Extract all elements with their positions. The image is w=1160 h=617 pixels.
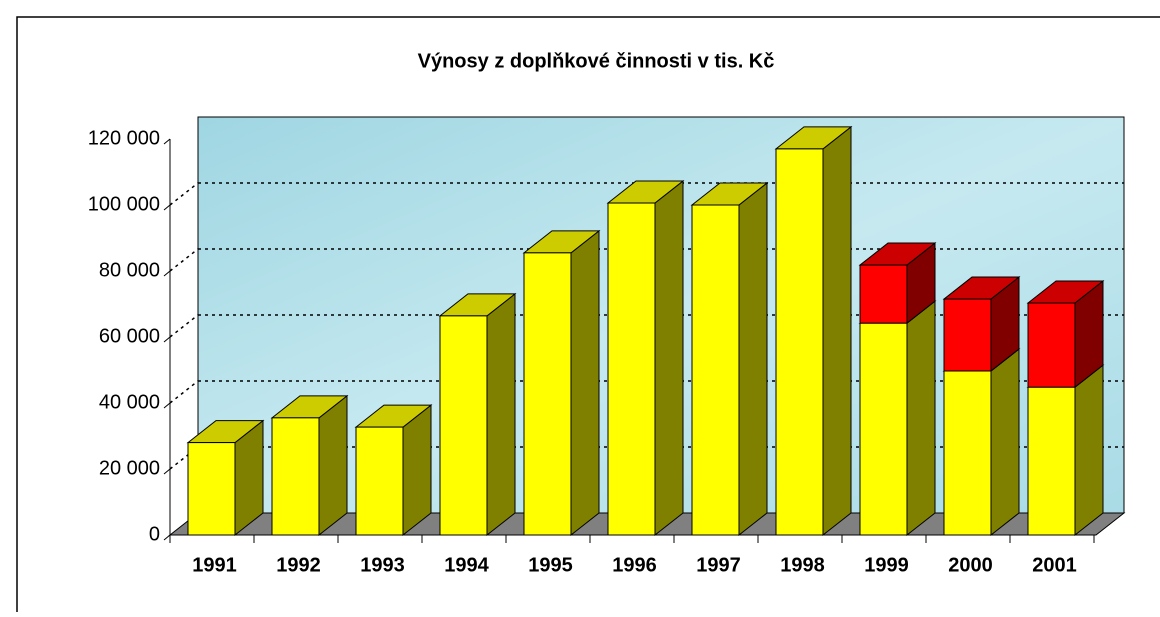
bar: [607, 202, 656, 536]
bar: [943, 370, 992, 536]
bar: [859, 322, 908, 536]
x-tick-label: 1994: [444, 554, 489, 576]
bar-side: [318, 394, 348, 537]
x-tick-label: 1998: [780, 554, 825, 576]
x-tick-label: 1995: [528, 554, 573, 576]
bar: [691, 204, 740, 536]
grid-line: [169, 380, 199, 404]
bar: [1027, 302, 1076, 388]
bar: [775, 148, 824, 536]
x-tick-label: 1993: [360, 554, 405, 576]
bar-side: [402, 404, 432, 537]
bar: [187, 442, 236, 536]
grid-line: [169, 314, 199, 338]
x-tick-label: 1996: [612, 554, 657, 576]
x-tick-label: 1992: [276, 554, 321, 576]
y-tick-label: 120 000: [88, 127, 160, 149]
bar-side: [990, 347, 1020, 537]
y-tick-label: 20 000: [99, 457, 160, 479]
y-tick-label: 80 000: [99, 259, 160, 281]
chart-title: Výnosy z doplňkové činnosti v tis. Kč: [418, 50, 775, 72]
bar-side: [738, 181, 768, 537]
bar: [271, 417, 320, 536]
y-tick: [163, 534, 171, 541]
y-tick: [163, 402, 171, 409]
y-tick-label: 0: [149, 523, 160, 545]
bar: [859, 264, 908, 324]
bar: [523, 252, 572, 536]
y-tick: [163, 336, 171, 343]
y-tick-label: 100 000: [88, 193, 160, 215]
x-tick-label: 2000: [948, 554, 993, 576]
y-tick-label: 40 000: [99, 391, 160, 413]
bar-side: [570, 229, 600, 537]
grid-line: [169, 182, 199, 206]
bar-side: [654, 179, 684, 537]
bar: [439, 315, 488, 536]
y-tick: [163, 468, 171, 475]
x-tick-label: 1999: [864, 554, 909, 576]
y-tick: [163, 204, 171, 211]
y-tick: [163, 138, 171, 145]
y-tick: [163, 270, 171, 277]
bar: [1027, 386, 1076, 536]
bar-side: [1074, 364, 1104, 537]
y-tick-label: 60 000: [99, 325, 160, 347]
bar-side: [822, 125, 852, 537]
grid-line: [169, 248, 199, 272]
bar: [355, 426, 404, 536]
x-tick-label: 1991: [192, 554, 237, 576]
bar: [943, 298, 992, 372]
x-tick-label: 2001: [1032, 554, 1077, 576]
x-tick-label: 1997: [696, 554, 741, 576]
bar-side: [486, 292, 516, 537]
bar-side: [906, 300, 936, 537]
